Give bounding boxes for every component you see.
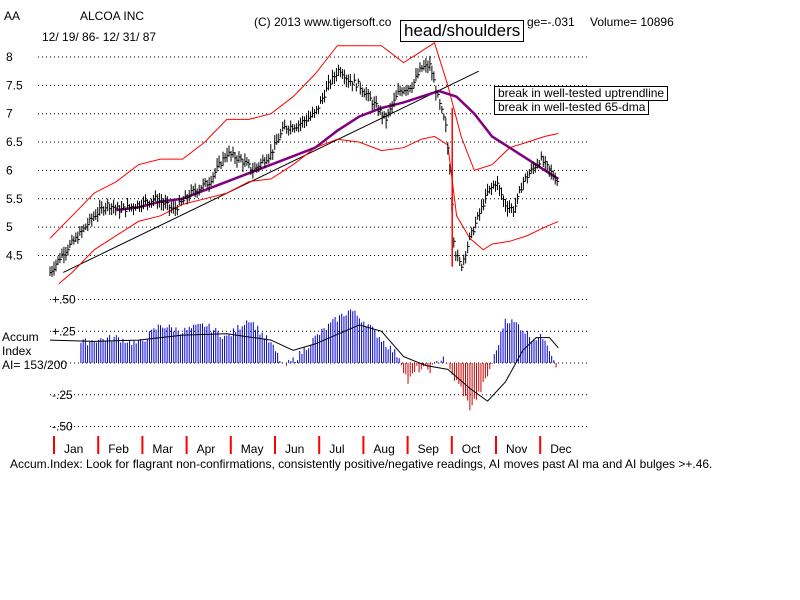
dma-break-label: break in well-tested 65-dma bbox=[494, 100, 650, 115]
price-tick-label: 8 bbox=[6, 50, 13, 64]
copyright-text: (C) 2013 www.tigersoft.co bbox=[254, 15, 392, 29]
upper-band-line bbox=[49, 42, 559, 239]
month-label: Aug bbox=[373, 442, 394, 456]
ai-value: AI= 153/200 bbox=[2, 358, 68, 372]
price-tick-label: 4.5 bbox=[6, 248, 23, 262]
volume-text: Volume= 10896 bbox=[590, 15, 674, 29]
accum-tick-label: +.50 bbox=[52, 293, 76, 307]
month-label: Feb bbox=[108, 442, 129, 456]
price-tick-label: 6 bbox=[6, 163, 13, 177]
lower-band-line bbox=[58, 135, 559, 285]
accum-tick-label: -.50 bbox=[52, 420, 73, 434]
month-label: Mar bbox=[152, 442, 173, 456]
month-label: Sep bbox=[418, 442, 440, 456]
uptrend-line bbox=[63, 70, 479, 273]
footer-note: Accum.Index: Look for flagrant non-confi… bbox=[10, 457, 713, 471]
accum-label: Accum bbox=[2, 330, 39, 344]
ticker-symbol: AA bbox=[4, 9, 21, 23]
price-tick-label: 5 bbox=[6, 220, 13, 234]
change-text: ge=-.031 bbox=[527, 15, 575, 29]
company-name: ALCOA INC bbox=[80, 9, 145, 23]
month-label: Jun bbox=[285, 442, 304, 456]
date-range: 12/ 19/ 86- 12/ 31/ 87 bbox=[42, 30, 157, 44]
month-label: Jan bbox=[64, 442, 83, 456]
accum-ma-line bbox=[49, 324, 559, 402]
accum-tick-label: +.25 bbox=[52, 324, 76, 338]
month-label: Apr bbox=[197, 442, 216, 456]
month-label: Jul bbox=[329, 442, 344, 456]
month-label: Nov bbox=[506, 442, 527, 456]
price-tick-label: 7.5 bbox=[6, 78, 23, 92]
month-label: Oct bbox=[462, 442, 481, 456]
accum-tick-label: -.25 bbox=[52, 388, 73, 402]
price-tick-label: 6.5 bbox=[6, 135, 23, 149]
price-tick-label: 7 bbox=[6, 107, 13, 121]
price-tick-label: 5.5 bbox=[6, 192, 23, 206]
uptrend-break-label: break in well-tested uptrendline bbox=[494, 86, 669, 101]
month-label: Dec bbox=[550, 442, 571, 456]
head-shoulders-label: head/shoulders bbox=[400, 20, 525, 42]
index-label: Index bbox=[2, 344, 32, 358]
month-label: May bbox=[241, 442, 264, 456]
